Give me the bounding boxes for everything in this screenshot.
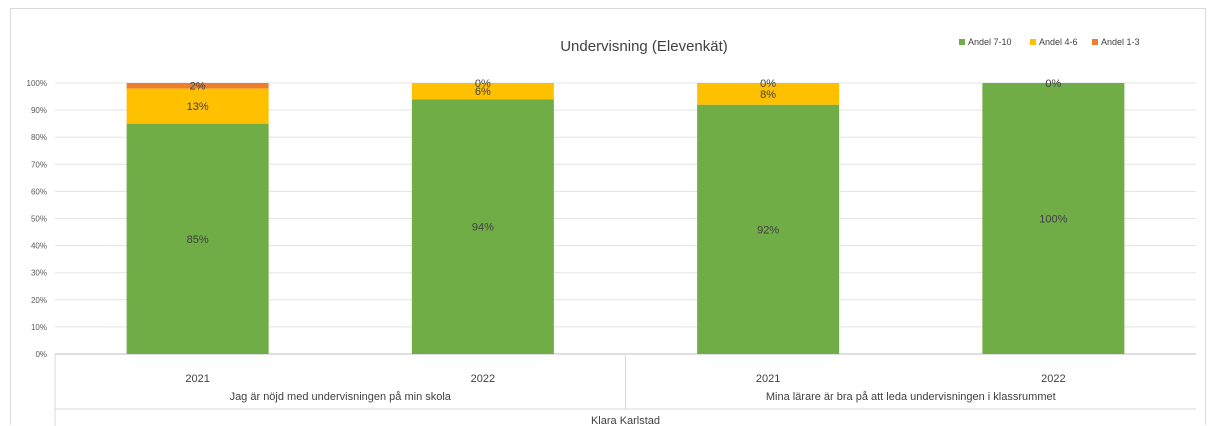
bar-segment [697,83,840,105]
data-label: 0% [760,78,776,90]
legend-swatch [959,39,965,45]
bar-segment [126,88,269,124]
legend-label: Andel 1-3 [1101,37,1140,47]
data-label: 13% [187,101,209,113]
data-label: 92% [757,224,779,236]
y-tick-label: 10% [31,323,47,332]
legend-label: Andel 7-10 [968,37,1012,47]
data-label: 8% [760,89,776,101]
bar-segment [982,83,1125,354]
data-label: 0% [1045,78,1061,90]
x-group-label: Mina lärare är bra på att leda undervisn… [766,391,1056,403]
y-tick-label: 60% [31,187,47,196]
x-category-label: 2021 [185,373,209,385]
data-label: 6% [475,86,491,98]
chart-frame: Undervisning (Elevenkät) 85% 13% 2% 94% 6% 0%… [10,8,1206,426]
legend-swatch [1030,39,1036,45]
x-category-label: 2021 [756,373,780,385]
bar-segment [411,99,554,354]
chart-title: Undervisning (Elevenkät) [560,38,728,55]
x-category-label: 2022 [471,373,495,385]
data-label: 2% [190,81,206,93]
y-tick-label: 70% [31,160,47,169]
data-label: 0% [475,78,491,90]
x-category-label: 2022 [1041,373,1065,385]
data-label: 85% [187,234,209,246]
x-group-label: Jag är nöjd med undervisningen på min sk… [230,391,452,403]
legend-swatch [1092,39,1098,45]
x-outer-group-label: Klara Karlstad [591,415,660,426]
y-tick-label: 40% [31,242,47,251]
y-tick-label: 80% [31,133,47,142]
legend-label: Andel 4-6 [1039,37,1078,47]
bar-segment [126,123,269,355]
y-tick-label: 50% [31,215,47,224]
bar-segment [697,104,840,355]
y-tick-label: 100% [27,79,47,88]
y-tick-label: 30% [31,269,47,278]
y-tick-label: 0% [35,350,47,359]
bar-segment [411,83,554,100]
data-label: 100% [1039,214,1067,226]
data-label: 94% [472,222,494,234]
y-tick-label: 90% [31,106,47,115]
y-tick-label: 20% [31,296,47,305]
bar-segment [126,83,269,89]
stacked-bar-chart: Undervisning (Elevenkät) 85%13%2%94%6%0%… [27,37,1196,426]
